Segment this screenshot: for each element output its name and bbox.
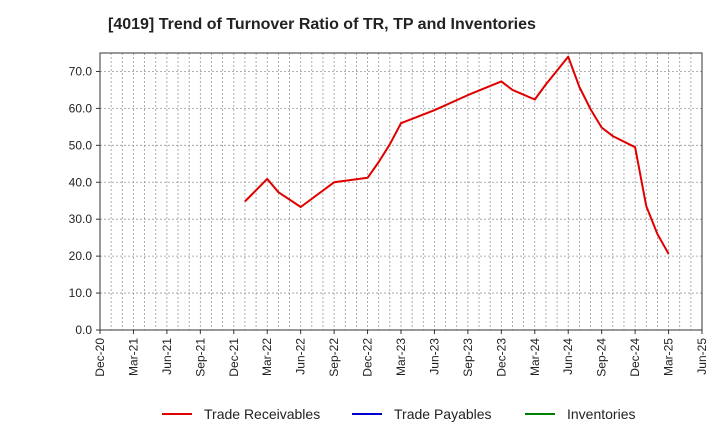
y-tick-label: 30.0 xyxy=(69,212,93,226)
x-tick-label: Sep-22 xyxy=(327,338,341,377)
axes: 0.0 10.0 20.0 30.0 40.0 50.0 60.0 70.0 Dec-20 Mar… xyxy=(69,52,709,377)
x-tick-label: Dec-24 xyxy=(628,338,642,377)
x-tick-label: Dec-22 xyxy=(361,338,375,377)
legend: Trade Receivables Trade Payables Inventori… xyxy=(162,406,635,422)
legend-label: Trade Receivables xyxy=(204,406,320,422)
x-tick-label: Sep-21 xyxy=(193,338,207,377)
chart-title: [4019] Trend of Turnover Ratio of TR, TP… xyxy=(108,16,536,33)
y-tick-label: 50.0 xyxy=(69,138,93,152)
x-tick-label: Mar-23 xyxy=(394,338,408,376)
grid xyxy=(100,53,702,330)
x-tick-label: Mar-21 xyxy=(126,338,140,376)
y-tick-label: 40.0 xyxy=(69,175,93,189)
x-tick-label: Jun-25 xyxy=(695,338,709,375)
x-tick-label: Jun-22 xyxy=(294,338,308,375)
x-tick-label: Jun-21 xyxy=(160,338,174,375)
legend-label: Trade Payables xyxy=(394,406,492,422)
legend-label: Inventories xyxy=(567,406,635,422)
y-tick-label: 10.0 xyxy=(69,286,93,300)
y-tick-label: 60.0 xyxy=(69,101,93,115)
x-tick-label: Sep-23 xyxy=(461,338,475,377)
series-lines xyxy=(244,55,670,255)
x-tick-label: Mar-24 xyxy=(528,338,542,376)
y-tick-label: 70.0 xyxy=(69,64,93,78)
x-tick-label: Mar-25 xyxy=(662,338,676,376)
x-tick-label: Dec-20 xyxy=(93,338,107,377)
y-tick-label: 20.0 xyxy=(69,249,93,263)
x-tick-label: Jun-23 xyxy=(427,338,441,375)
x-tick-label: Mar-22 xyxy=(260,338,274,376)
x-tick-label: Sep-24 xyxy=(595,338,609,377)
x-tick-label: Dec-21 xyxy=(227,338,241,377)
plot-frame xyxy=(99,52,703,331)
x-tick-label: Dec-23 xyxy=(494,338,508,377)
y-tick-label: 0.0 xyxy=(75,323,92,337)
series-line-trade-receivables xyxy=(244,55,670,255)
x-tick-label: Jun-24 xyxy=(561,338,575,375)
